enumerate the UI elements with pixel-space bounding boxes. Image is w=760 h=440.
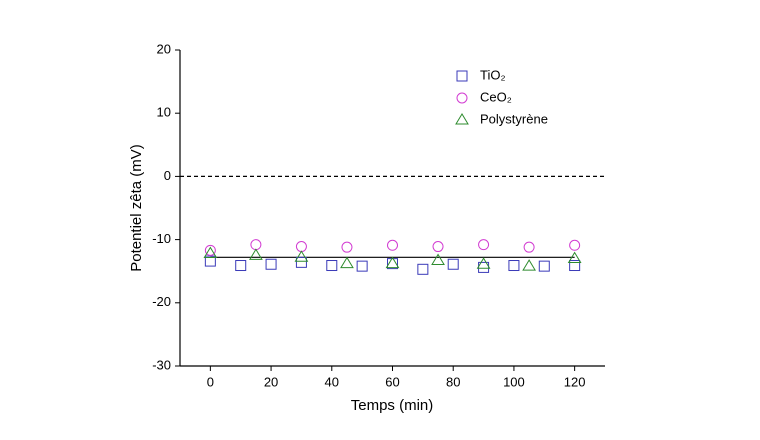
marker-square: [235, 260, 247, 272]
marker-triangle: [385, 256, 400, 269]
marker-triangle: [522, 259, 536, 271]
marker-triangle: [203, 246, 218, 259]
x-axis-label: Temps (min): [351, 397, 434, 414]
marker-triangle: [294, 250, 309, 262]
marker-square: [204, 255, 216, 267]
marker-triangle: [431, 253, 445, 265]
x-tick-label: 100: [503, 374, 525, 389]
y-tick-label: -30: [152, 357, 171, 372]
marker-triangle: [249, 248, 263, 260]
marker-triangle: [567, 251, 582, 264]
marker-square: [265, 258, 277, 270]
marker-circle: [569, 239, 581, 251]
legend-label: TiO₂: [480, 67, 506, 82]
y-tick-label: 0: [164, 168, 171, 183]
y-tick-label: -10: [152, 231, 171, 246]
y-axis-label: Potentiel zêta (mV): [128, 144, 145, 272]
marker-square: [356, 260, 368, 272]
marker-triangle: [476, 257, 491, 269]
y-tick-label: 10: [157, 105, 171, 120]
marker-square: [456, 70, 468, 82]
x-tick-label: 120: [564, 374, 586, 389]
marker-square: [447, 258, 459, 270]
y-tick-label: -20: [152, 294, 171, 309]
marker-circle: [478, 239, 490, 251]
marker-square: [569, 260, 581, 272]
marker-circle: [250, 239, 262, 251]
marker-circle: [341, 241, 353, 253]
marker-triangle: [455, 113, 469, 125]
legend-label: Polystyrène: [480, 111, 548, 126]
marker-circle: [387, 239, 398, 251]
marker-circle: [456, 92, 468, 104]
x-tick-label: 80: [446, 374, 460, 389]
marker-circle: [432, 241, 444, 253]
y-tick-label: 20: [157, 41, 171, 56]
marker-square: [417, 263, 429, 275]
marker-square: [508, 260, 520, 272]
x-tick-label: 20: [264, 374, 278, 389]
x-tick-label: 0: [207, 374, 214, 389]
marker-triangle: [340, 256, 354, 269]
marker-circle: [523, 241, 535, 253]
marker-circle: [295, 241, 307, 253]
marker-square: [295, 256, 307, 268]
x-tick-label: 60: [385, 374, 399, 389]
legend-label: CeO₂: [480, 89, 512, 104]
marker-circle: [204, 244, 216, 256]
marker-square: [538, 260, 550, 272]
x-tick-label: 40: [325, 374, 339, 389]
marker-square: [387, 258, 398, 270]
marker-square: [326, 260, 338, 272]
